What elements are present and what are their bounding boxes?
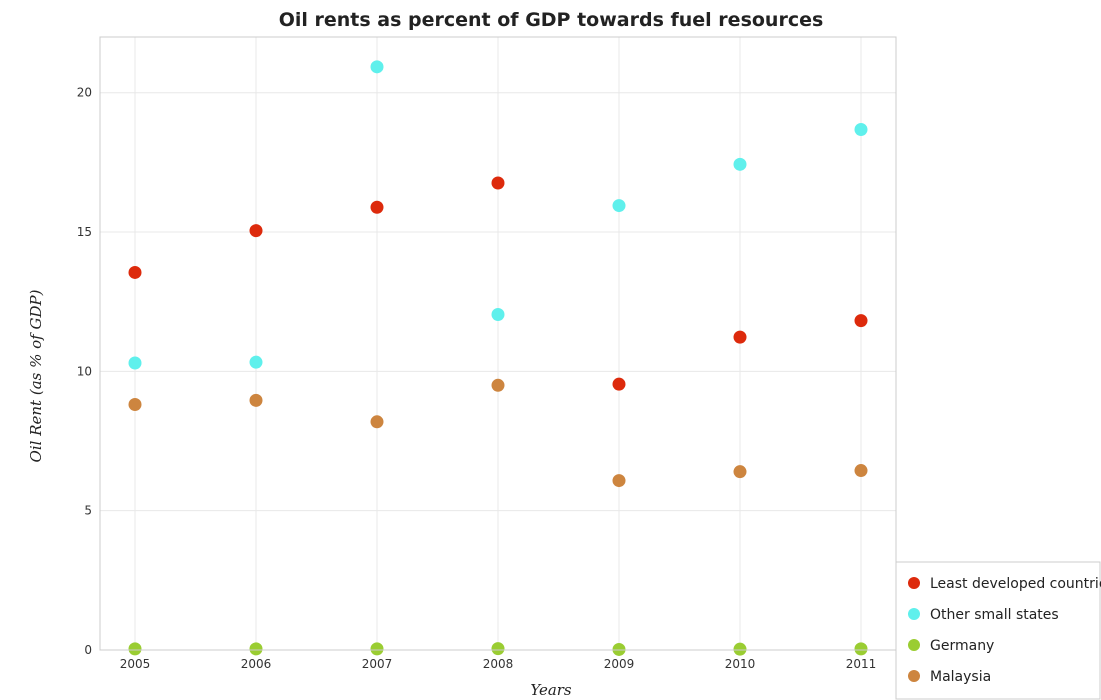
x-tick-label: 2007 bbox=[362, 657, 393, 671]
y-tick-label: 15 bbox=[77, 225, 92, 239]
x-tick-label: 2005 bbox=[120, 657, 151, 671]
data-point bbox=[733, 465, 747, 479]
legend-label: Malaysia bbox=[930, 669, 991, 685]
y-tick-label: 0 bbox=[84, 643, 92, 657]
data-point bbox=[249, 393, 263, 407]
data-point bbox=[491, 642, 505, 656]
data-point bbox=[370, 415, 384, 429]
data-point bbox=[612, 642, 626, 656]
data-point bbox=[733, 157, 747, 171]
y-tick-label: 20 bbox=[77, 86, 92, 100]
legend-label: Other small states bbox=[930, 607, 1059, 623]
legend: Least developed countries Other small sta… bbox=[895, 561, 1101, 700]
data-point bbox=[249, 224, 263, 238]
series-least-developed-countries bbox=[128, 176, 868, 391]
data-point bbox=[128, 265, 142, 279]
legend-label: Germany bbox=[930, 638, 994, 654]
data-point bbox=[733, 642, 747, 656]
y-axis-label: Oil Rent (as % of GDP) bbox=[27, 289, 45, 462]
x-tick-label: 2008 bbox=[483, 657, 514, 671]
y-tick-label: 10 bbox=[77, 364, 92, 378]
x-tick-label: 2006 bbox=[241, 657, 272, 671]
data-point bbox=[128, 642, 142, 656]
data-point bbox=[370, 642, 384, 656]
data-point bbox=[370, 60, 384, 74]
legend-marker bbox=[908, 577, 920, 589]
data-point bbox=[612, 377, 626, 391]
x-axis-label: Years bbox=[530, 681, 572, 699]
data-point bbox=[854, 314, 868, 328]
data-point bbox=[854, 123, 868, 137]
data-point bbox=[854, 642, 868, 656]
data-point bbox=[612, 474, 626, 488]
data-point bbox=[249, 355, 263, 369]
legend-box bbox=[895, 561, 1101, 700]
legend-marker bbox=[908, 639, 920, 651]
chart-title: Oil rents as percent of GDP towards fuel… bbox=[279, 9, 824, 31]
data-point bbox=[128, 398, 142, 412]
data-point bbox=[612, 199, 626, 213]
plot-frame bbox=[99, 36, 897, 651]
data-point bbox=[733, 330, 747, 344]
series-other-small-states bbox=[128, 60, 868, 370]
points-layer bbox=[128, 60, 868, 656]
x-tick-label: 2011 bbox=[846, 657, 877, 671]
legend-marker bbox=[908, 608, 920, 620]
series-malaysia bbox=[128, 378, 868, 488]
data-point bbox=[370, 200, 384, 214]
series-germany bbox=[128, 642, 868, 656]
data-point bbox=[491, 308, 505, 322]
data-point bbox=[249, 642, 263, 656]
x-tick-label: 2010 bbox=[725, 657, 756, 671]
tick-layer: 0 5 10 15 20 2005 2006 2007 2008 2009 2010 2011 bbox=[77, 86, 877, 671]
y-tick-label: 5 bbox=[84, 504, 92, 518]
x-tick-label: 2009 bbox=[604, 657, 635, 671]
data-point bbox=[491, 176, 505, 190]
data-point bbox=[491, 378, 505, 392]
data-point bbox=[128, 356, 142, 370]
data-point bbox=[854, 464, 868, 478]
legend-label: Least developed countries bbox=[930, 576, 1101, 592]
legend-marker bbox=[908, 670, 920, 682]
grid-layer bbox=[100, 37, 896, 651]
